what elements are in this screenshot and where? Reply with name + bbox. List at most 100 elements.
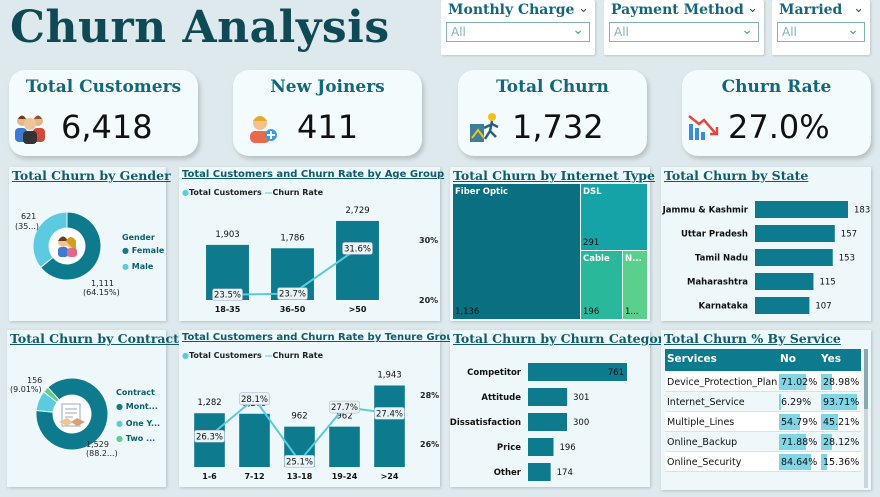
legend-item-female[interactable]: ● Female (122, 246, 165, 255)
slicer-dropdown[interactable]: All ⌄ (777, 22, 865, 42)
cell-yes-bar (821, 394, 857, 410)
chart-title: Total Customers and Churn Rate by Age Gr… (182, 169, 445, 180)
handshake-contract-icon (59, 403, 85, 427)
bar (528, 413, 568, 431)
slicer-monthly-charge[interactable]: Monthly Charge ⌄ All ⌄ (441, 0, 595, 55)
slicer-dropdown[interactable]: All ⌄ (446, 22, 590, 42)
rate-label: 27.4% (376, 409, 403, 419)
cell-yes-bar (821, 374, 832, 390)
kpi-title: Total Customers (25, 77, 182, 97)
slice-label: (9.01%) (10, 385, 42, 394)
bar-value-label: 196 (559, 443, 575, 453)
contract-donut-chart (35, 377, 109, 451)
axis-tick: 26% (420, 440, 440, 449)
treemap-value: 1,136 (455, 307, 480, 317)
slicer-payment-method[interactable]: Payment Method ⌄ All ⌄ (604, 0, 764, 55)
internet-chart-card: Total Churn by Internet Type Fiber Optic… (450, 167, 655, 321)
table-row[interactable]: Device_Protection_Plan 71.02% 28.98% (665, 372, 861, 392)
axis-tick: 20% (419, 296, 439, 305)
slicer-dropdown[interactable]: All ⌄ (609, 22, 759, 42)
kpi-title: Total Churn (496, 77, 609, 97)
rate-label-box (277, 287, 308, 300)
gender-donut-chart (32, 211, 102, 281)
chevron-down-icon[interactable]: ⌄ (853, 1, 864, 16)
table-row[interactable]: Multiple_Lines 54.79% 45.21% (665, 412, 861, 432)
slicer-label: Payment Method (611, 2, 744, 18)
cell-service: Internet_Service (667, 397, 745, 408)
legend-item-male[interactable]: ● Male (122, 262, 154, 271)
bar (755, 225, 835, 242)
kpi-new-joiners: New Joiners 411 (233, 70, 422, 156)
treemap-label: DSL (583, 187, 602, 197)
rate-label-box (194, 430, 225, 443)
bar-value-label: 153 (839, 254, 855, 264)
bar-value-label: 157 (841, 230, 857, 240)
cell-no-bar (779, 394, 782, 410)
y-tick-label: Tamil Nadu (695, 254, 748, 264)
cell-service: Device_Protection_Plan (667, 377, 778, 388)
slicer-label: Monthly Charge (448, 2, 575, 18)
cell-yes: 28.12% (823, 437, 860, 448)
legend-title: Contract (116, 388, 155, 397)
legend-item-one-year[interactable]: ● One Y... (116, 419, 161, 428)
rate-label: 23.7% (279, 290, 306, 300)
kpi-title: Churn Rate (721, 77, 832, 97)
table-row[interactable]: Online_Security 84.64% 15.36% (665, 452, 861, 472)
chevron-down-icon: ⌄ (741, 22, 753, 38)
legend-item-month[interactable]: ● Mont... (116, 402, 158, 411)
bar-value-label: 183 (854, 206, 870, 216)
cell-yes-bar (821, 414, 839, 430)
bar (528, 388, 568, 406)
x-tick-label: 13-18 (287, 472, 313, 481)
treemap-label: N... (625, 254, 642, 264)
bar (755, 297, 810, 314)
treemap-value: 1... (625, 307, 639, 317)
rate-label-box (239, 392, 270, 405)
y-tick-label: Competitor (467, 368, 522, 378)
slicer-value: All (614, 25, 629, 39)
axis-tick: 30% (419, 236, 439, 245)
treemap-dsl[interactable]: DSL 291 (581, 184, 647, 250)
slice-label: 1,529 (86, 440, 109, 449)
cell-yes-bar (821, 434, 832, 450)
chart-title: Total Churn by Gender (12, 168, 171, 183)
legend: ●Total Customers —Churn Rate (182, 351, 324, 360)
table-row[interactable]: Online_Backup 71.88% 28.12% (665, 432, 861, 452)
slice-label: 156 (27, 376, 43, 385)
people-group-icon (15, 115, 45, 144)
couple-icon (58, 236, 77, 257)
chevron-down-icon: ⌄ (847, 22, 859, 38)
table-row[interactable]: Internet_Service 6.29% 93.71% (665, 392, 861, 412)
legend-item-two-year[interactable]: ● Two ... (116, 434, 156, 443)
bar (528, 463, 551, 481)
x-tick-label: >50 (349, 305, 367, 314)
treemap-label: Fiber Optic (455, 187, 509, 197)
treemap-other[interactable]: N... 1... (623, 251, 647, 319)
kpi-total-customers: Total Customers 6,418 (9, 70, 198, 156)
column-header[interactable]: Yes (821, 353, 842, 365)
rate-label: 26.3% (196, 432, 223, 442)
slice-label: 1,111 (91, 279, 114, 288)
x-tick-label: 1-6 (202, 472, 217, 481)
y-tick-label: Price (497, 443, 521, 453)
scrollbar[interactable] (864, 349, 868, 488)
category-bar-chart: Competitor 761 Attitude 301 Dissatisfaction 3… (450, 363, 627, 481)
bar (336, 220, 379, 300)
state-bar-chart: Jammu & Kashmir 183 Uttar Pradesh 157 Tamil … (662, 201, 870, 314)
treemap-cable[interactable]: Cable 196 (581, 251, 622, 319)
cell-service: Online_Backup (667, 437, 738, 448)
y-tick-label: Other (494, 468, 522, 478)
bar-value-label: 962 (291, 412, 307, 422)
slicer-married[interactable]: Married ⌄ All ⌄ (772, 0, 870, 55)
chevron-down-icon[interactable]: ⌄ (578, 1, 589, 16)
treemap-fiber-optic[interactable]: Fiber Optic 1,136 (453, 184, 580, 319)
bar (755, 273, 814, 290)
x-tick-label: 7-12 (244, 472, 264, 481)
bar (239, 413, 270, 467)
chevron-down-icon[interactable]: ⌄ (747, 1, 758, 16)
column-header[interactable]: Services (667, 353, 717, 365)
legend-title: Gender (122, 233, 155, 242)
tenure-chart-card: Total Customers and Churn Rate by Tenure… (179, 330, 461, 487)
column-header[interactable]: No (780, 353, 797, 365)
bar (755, 249, 833, 266)
